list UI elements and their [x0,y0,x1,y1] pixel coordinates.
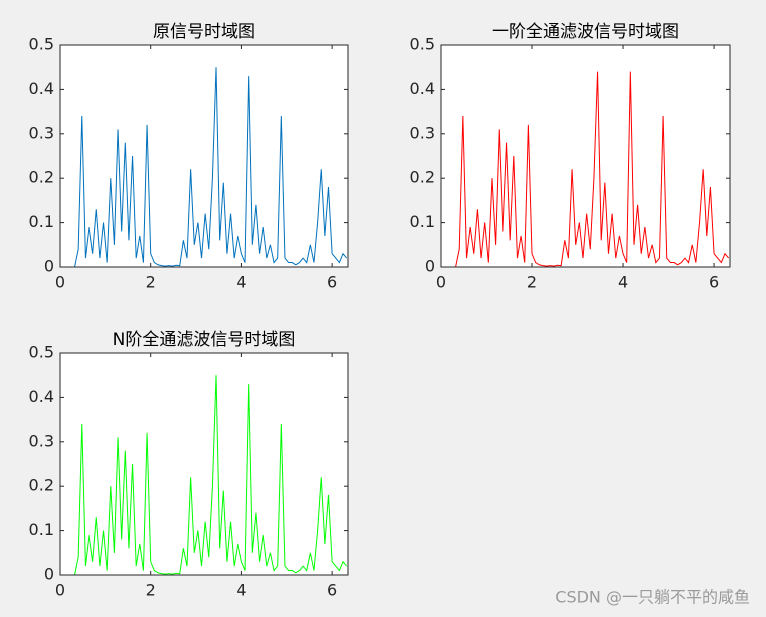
x-tick-label: 0 [436,273,446,292]
x-tick-label: 6 [709,273,719,292]
x-tick-label: 6 [327,581,337,600]
y-tick-label: 0 [44,257,54,276]
y-tick-label: 0.4 [410,79,435,98]
y-tick-label: 0 [425,257,435,276]
x-tick-label: 2 [146,273,156,292]
x-tick-label: 2 [146,581,156,600]
signal-line [60,375,348,576]
chart-title: N阶全通滤波信号时域图 [113,330,296,350]
y-tick-label: 0.5 [410,35,435,54]
y-tick-label: 0.5 [29,35,54,54]
y-tick-label: 0.3 [29,431,54,450]
x-tick-label: 6 [327,273,337,292]
x-tick-label: 0 [55,581,65,600]
y-tick-label: 0.1 [29,520,54,539]
y-tick-label: 0 [44,565,54,584]
y-tick-label: 0.3 [29,123,54,142]
axes-box [440,44,731,268]
chart-title: 一阶全通滤波信号时域图 [492,22,679,42]
y-tick-label: 0.3 [410,123,435,142]
y-tick-label: 0.4 [29,79,54,98]
x-tick-label: 4 [236,581,246,600]
y-tick-label: 0.2 [410,168,435,187]
x-tick-label: 0 [55,273,65,292]
axes-box [59,44,349,268]
y-tick-label: 0.2 [29,476,54,495]
y-tick-label: 0.2 [29,168,54,187]
y-tick-label: 0.4 [29,387,54,406]
x-tick-label: 4 [618,273,628,292]
x-tick-label: 4 [236,273,246,292]
x-tick-label: 2 [527,273,537,292]
signal-line [60,67,348,268]
signal-line [441,71,730,268]
y-tick-label: 0.5 [29,343,54,362]
watermark: CSDN @一只躺不平的咸鱼 [555,588,750,607]
chart-title: 原信号时域图 [153,22,255,42]
y-tick-label: 0.1 [410,212,435,231]
axes-box [59,352,349,576]
y-tick-label: 0.1 [29,212,54,231]
